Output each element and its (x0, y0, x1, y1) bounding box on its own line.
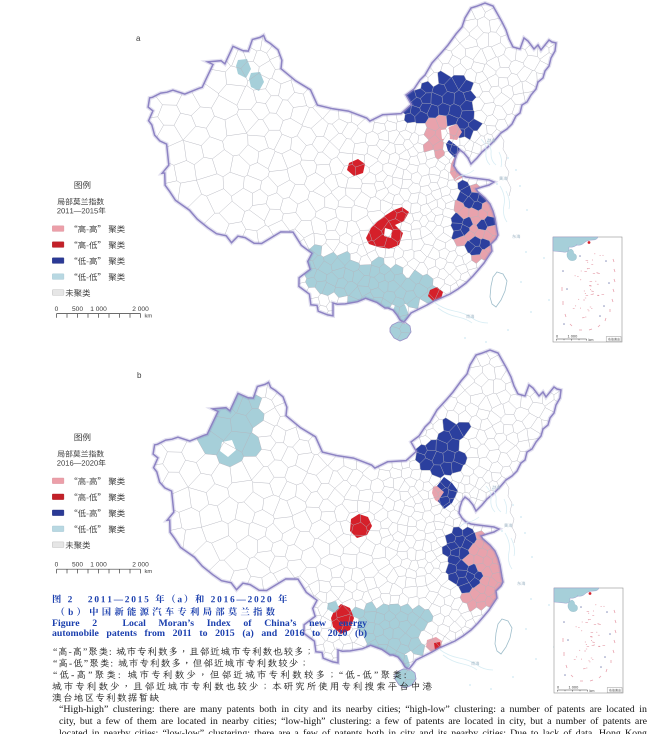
svg-text:b: b (137, 371, 142, 380)
svg-text:a: a (136, 34, 141, 43)
